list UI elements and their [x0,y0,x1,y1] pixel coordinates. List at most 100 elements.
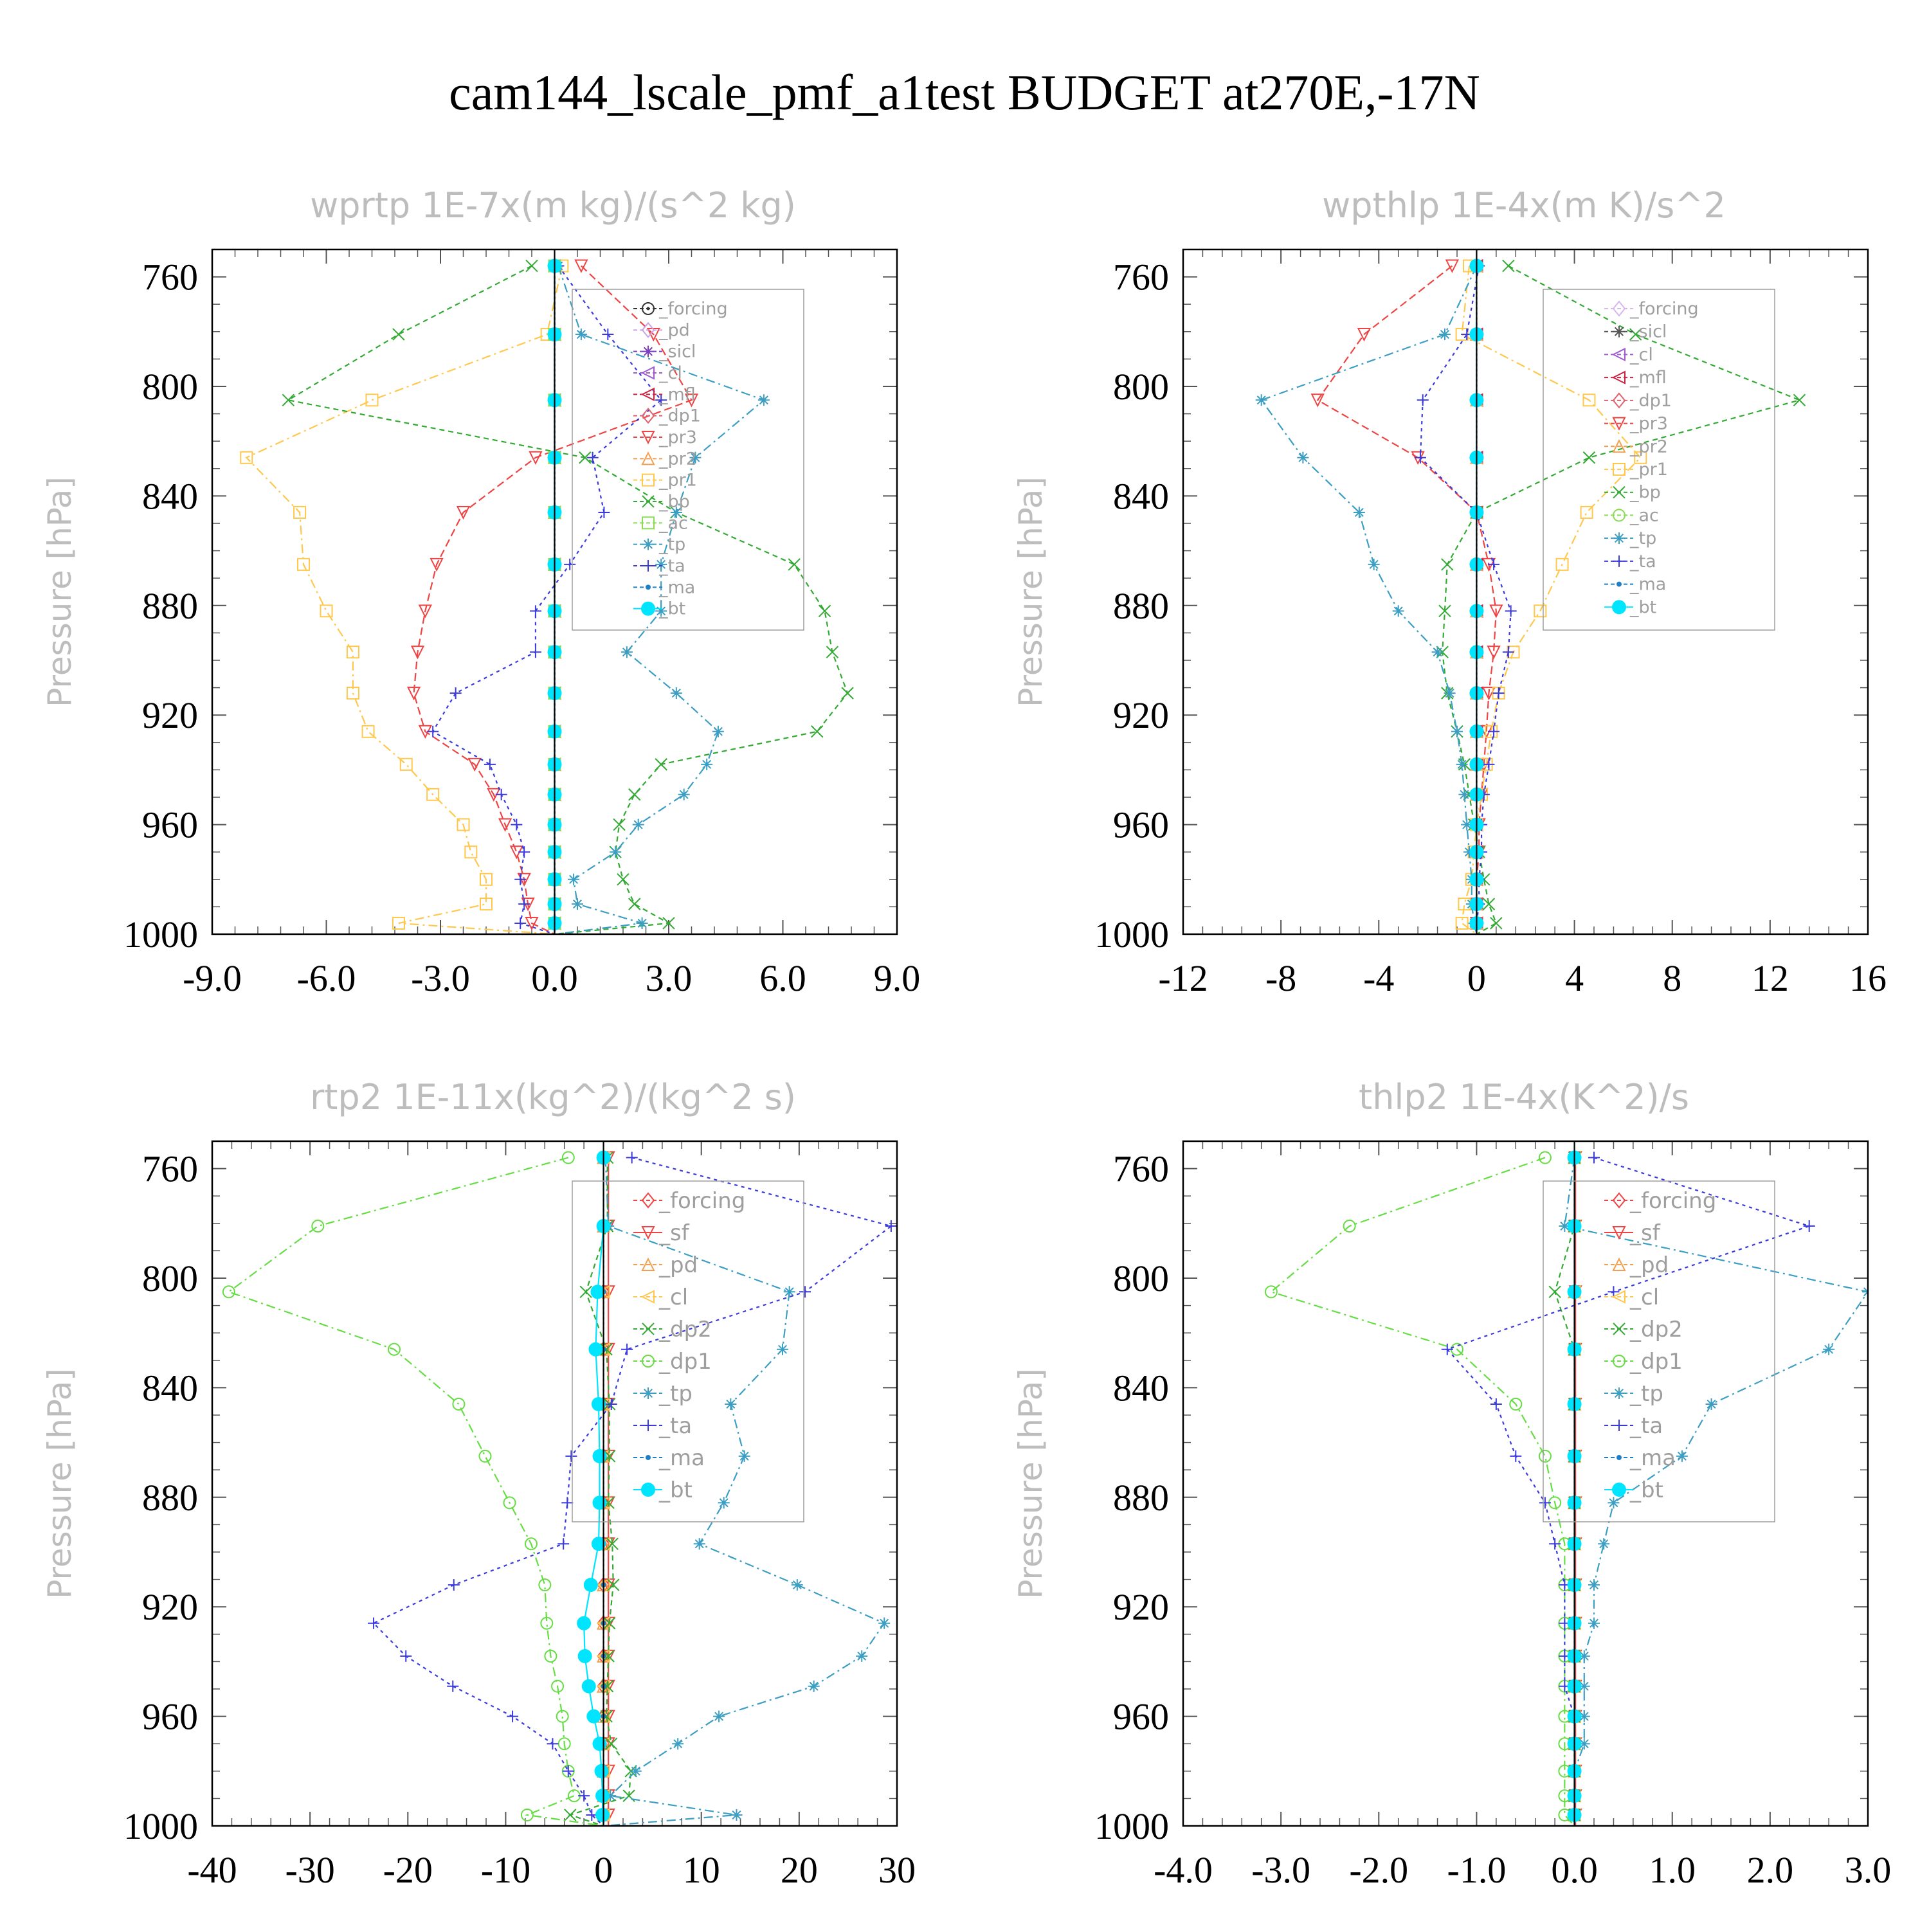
x-tick-label: 20 [781,1849,818,1891]
legend-marker [1617,581,1622,587]
x-tick-label: -6.0 [297,957,356,999]
data-point-tp [1451,725,1463,737]
data-point-ta [598,506,610,518]
data-point-tp [757,394,770,406]
data-point-ta [799,1286,811,1298]
x-tick-label: -8 [1265,957,1296,999]
x-tick-label: 10 [683,1849,720,1891]
panels: wprtp 1E-7x(m kg)/(s^2 kg) Pressure [hPa]… [41,185,1891,1891]
y-tick-label: 840 [1113,475,1169,517]
data-point-ta [561,1497,574,1509]
y-tick-label: 960 [142,1696,198,1738]
data-point-tp [1559,1220,1571,1232]
data-point-tp [604,1790,617,1802]
legend-label: _bt [1629,597,1656,617]
y-tick-label: 880 [1113,1477,1169,1519]
data-point-pr3 [574,259,588,273]
data-point-ta [564,558,576,570]
data-point-dp1 [540,1616,554,1630]
y-axis-label: Pressure [hPa] [1012,476,1049,707]
y-tick-label: 960 [1113,1696,1169,1738]
data-point-tp [568,873,580,885]
data-point-tp [1578,1710,1590,1722]
data-point-bp [662,917,675,930]
x-tick-label: 0 [594,1849,613,1891]
data-point-pr1 [464,845,478,859]
legend-marker [1612,300,1626,317]
data-point-dp1 [1343,1220,1356,1233]
data-point-tp [636,917,648,929]
data-point-bp [818,604,831,618]
legend-marker [1613,509,1626,522]
data-point-bp [655,758,667,771]
legend-marker [1613,1323,1626,1335]
y-axis-label: Pressure [hPa] [1012,1368,1049,1599]
data-point-ta [1539,1497,1551,1509]
legend-label: _ta [658,556,685,576]
data-point-dp1 [311,1220,325,1233]
data-point-pr1 [480,872,493,886]
data-point-dp2 [600,1343,613,1356]
data-point-dp1 [557,1737,571,1751]
data-point-pr1 [365,393,379,407]
data-point-ta [586,451,599,464]
data-point-tp [655,558,667,570]
data-point-bp [811,725,824,738]
data-point-bp [579,451,592,464]
data-point-pr3 [684,393,699,408]
data-point-tp [610,846,622,858]
data-point-pr3 [1489,604,1503,618]
x-tick-label: -9.0 [183,957,242,999]
series-line-pr1 [1461,266,1642,934]
data-point-tp [713,1710,725,1722]
legend-label: _ma [1629,1445,1676,1471]
legend-label: _pr3 [658,428,697,447]
data-point-ta [605,1398,617,1410]
legend-marker [642,1323,655,1335]
data-point-dp2 [602,1650,615,1663]
y-tick-label: 840 [1113,1367,1169,1409]
data-point-ta [621,1343,633,1355]
x-tick-label: -4 [1363,957,1394,999]
legend-label: _dp1 [658,406,701,426]
data-point-pr3 [467,757,482,772]
legend-marker [1612,1192,1626,1209]
data-point-ta [1488,558,1500,570]
data-point-ta [655,394,667,406]
data-point-ta [1488,725,1500,737]
series-pr3 [406,259,699,934]
legend-marker [642,495,655,508]
data-point-bp [525,259,538,273]
data-point-tp [1588,1617,1600,1629]
data-point-bp [841,687,854,700]
legend-marker [1612,1483,1626,1497]
data-point-dp1 [544,1649,557,1663]
data-point-bp [617,873,629,886]
y-tick-label: 760 [1113,1148,1169,1190]
data-point-tp [670,687,682,700]
y-tick-label: 960 [1113,804,1169,846]
legend-marker [642,302,655,315]
chart-panel-1: wprtp 1E-7x(m kg)/(s^2 kg) Pressure [hPa]… [41,185,920,999]
data-point-ta [495,788,507,800]
series-ta [368,1151,897,1826]
y-tick-label: 880 [1113,585,1169,627]
panel-title: wpthlp 1E-4x(m K)/s^2 [1322,185,1726,226]
data-point-ta [885,1220,897,1232]
series-line-bp [1442,265,1802,934]
legend-marker [1611,347,1626,362]
data-point-ta [562,1765,574,1777]
y-tick-label: 920 [142,694,198,736]
x-tick-label: 16 [1849,957,1887,999]
data-point-ta [1510,1450,1522,1462]
data-point-dp1 [1538,1449,1552,1463]
series-line-tp [1564,1157,1868,1826]
plot-frame [1182,1140,1869,1827]
legend-marker [640,387,655,401]
legend-label: _dp1 [658,1349,712,1375]
data-point-pr3 [418,604,432,618]
legend-label: _ma [1629,575,1666,595]
data-point-pr3 [456,505,471,520]
legend-label: _bt [1629,1477,1663,1503]
data-point-tp [878,1617,891,1629]
